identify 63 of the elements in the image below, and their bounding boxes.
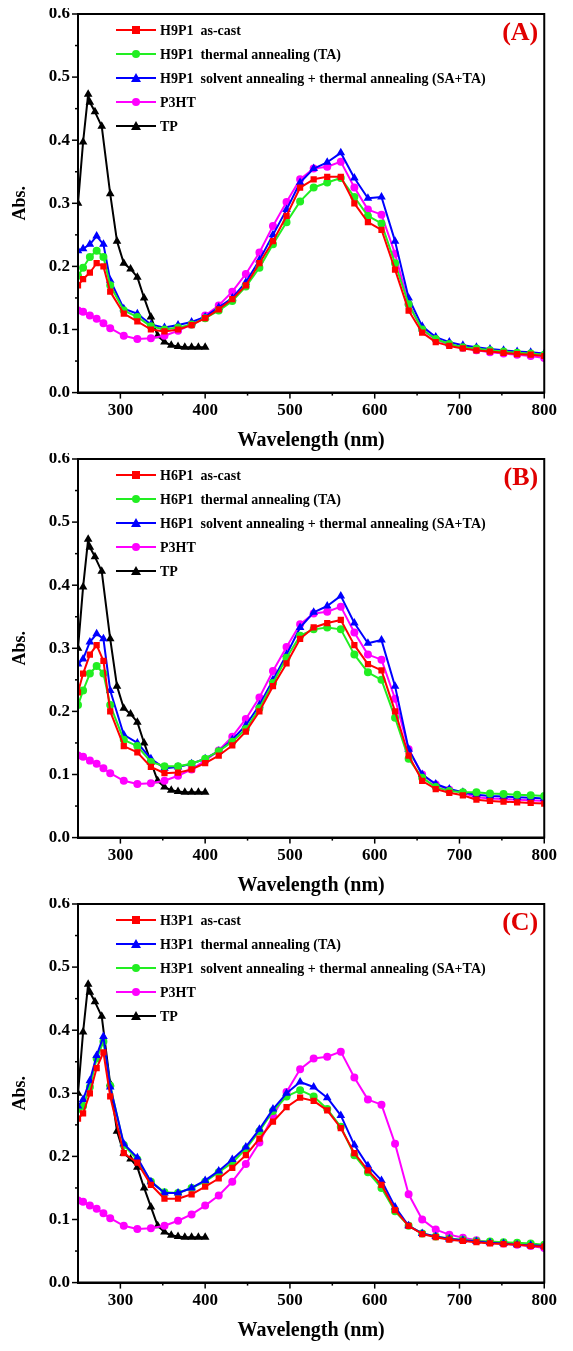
x-tick-label: 700 — [446, 1290, 473, 1310]
y-axis-title: Abs. — [9, 186, 30, 221]
legend-label: TP — [160, 1008, 179, 1024]
legend-label: TP — [160, 563, 179, 579]
x-tick-label: 600 — [361, 1290, 388, 1310]
y-tick-label: 0.4 — [48, 129, 71, 149]
legend-label: H6P1 thermal annealing (TA) — [160, 491, 342, 508]
x-axis-title: Wavelength (nm) — [237, 428, 385, 452]
legend-label: P3HT — [160, 984, 197, 1000]
y-tick-label: 0.6 — [48, 893, 70, 913]
y-tick-label: 0.0 — [48, 1271, 70, 1291]
legend-label: H3P1 thermal annealing (TA) — [160, 936, 342, 953]
y-tick-label: 0.4 — [48, 1019, 71, 1039]
y-tick-label: 0.0 — [48, 826, 70, 846]
legend-label: TP — [160, 118, 179, 134]
y-tick-label: 0.0 — [48, 381, 70, 401]
y-tick-label: 0.1 — [48, 1208, 70, 1228]
x-axis-title: Wavelength (nm) — [237, 873, 385, 897]
x-tick-label: 800 — [531, 1290, 557, 1310]
x-tick-label: 700 — [446, 400, 473, 420]
y-tick-label: 0.3 — [48, 192, 70, 212]
y-tick-label: 0.6 — [48, 448, 70, 468]
y-tick-label: 0.5 — [48, 956, 70, 976]
y-tick-label: 0.2 — [48, 700, 70, 720]
x-tick-label: 300 — [107, 1290, 134, 1310]
y-tick-label: 0.2 — [48, 1145, 70, 1165]
y-tick-label: 0.2 — [48, 255, 70, 275]
x-tick-label: 700 — [446, 845, 473, 865]
x-tick-label: 300 — [107, 845, 134, 865]
y-tick-label: 0.6 — [48, 3, 70, 23]
y-tick-label: 0.5 — [48, 511, 70, 531]
annotation: (A) — [502, 16, 539, 46]
legend-label: H3P1 as-cast — [160, 912, 242, 928]
y-tick-label: 0.4 — [48, 574, 71, 594]
legend-label: P3HT — [160, 539, 197, 555]
x-tick-label: 600 — [361, 845, 388, 865]
y-tick-label: 0.5 — [48, 66, 70, 86]
y-axis-title: Abs. — [9, 1076, 30, 1111]
x-tick-label: 800 — [531, 845, 557, 865]
legend-label: P3HT — [160, 94, 197, 110]
x-tick-label: 800 — [531, 400, 557, 420]
y-axis-title: Abs. — [9, 631, 30, 666]
legend-label: H3P1 solvent annealing + thermal annealing (SA+TA) — [160, 960, 486, 977]
x-tick-label: 500 — [277, 400, 303, 420]
annotation: (B) — [503, 461, 539, 491]
x-tick-label: 600 — [361, 400, 388, 420]
y-tick-label: 0.1 — [48, 763, 70, 783]
x-tick-label: 400 — [192, 845, 218, 865]
y-tick-label: 0.3 — [48, 637, 70, 657]
y-tick-label: 0.1 — [48, 318, 70, 338]
legend-label: H9P1 thermal annealing (TA) — [160, 46, 342, 63]
x-axis-title: Wavelength (nm) — [237, 1318, 385, 1342]
legend-label: H6P1 as-cast — [160, 467, 242, 483]
legend-label: H9P1 solvent annealing + thermal annealing (SA+TA) — [160, 70, 486, 87]
legend-label: H6P1 solvent annealing + thermal annealing (SA+TA) — [160, 515, 486, 532]
x-tick-label: 400 — [192, 400, 218, 420]
x-tick-label: 400 — [192, 1290, 218, 1310]
y-tick-label: 0.3 — [48, 1082, 70, 1102]
annotation: (C) — [502, 906, 539, 936]
x-tick-label: 500 — [277, 845, 303, 865]
x-tick-label: 300 — [107, 400, 134, 420]
x-tick-label: 500 — [277, 1290, 303, 1310]
legend-label: H9P1 as-cast — [160, 22, 242, 38]
